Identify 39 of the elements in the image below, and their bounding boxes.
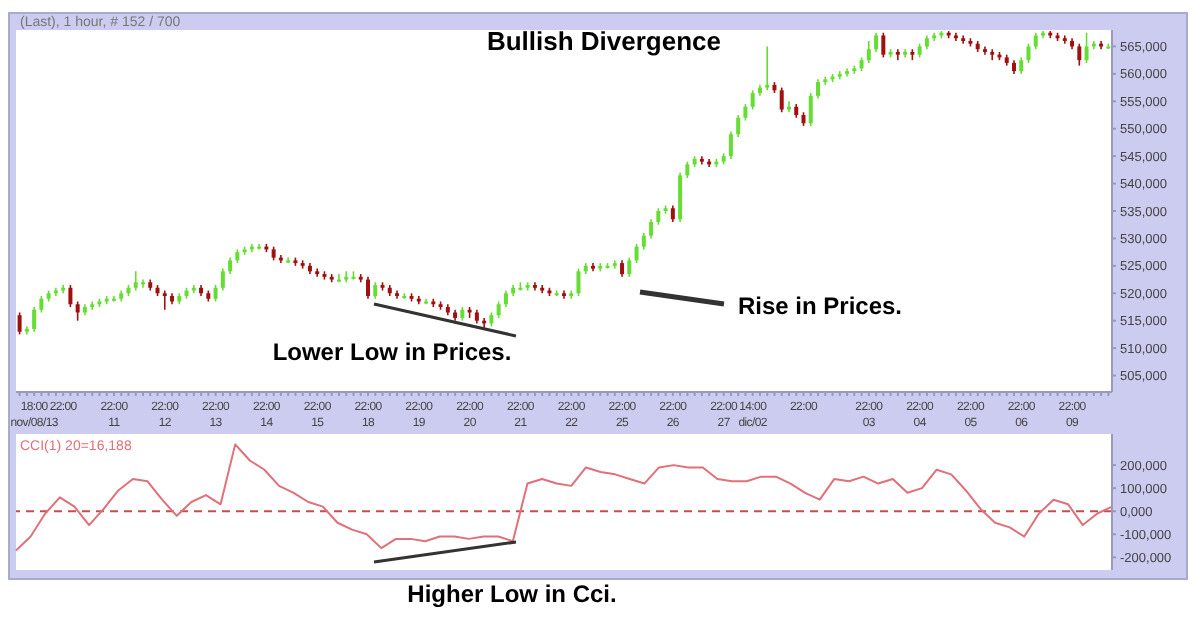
candlestick <box>881 31 886 59</box>
candlestick <box>140 278 145 289</box>
candlestick <box>576 267 581 297</box>
candlestick <box>779 86 784 114</box>
candlestick <box>32 306 37 333</box>
candlestick <box>678 171 683 223</box>
candlestick <box>627 256 632 278</box>
candlestick <box>1062 34 1067 45</box>
candlestick <box>365 276 370 300</box>
annotation: Rise in Prices. <box>737 292 903 320</box>
chart-title: Bullish Divergence <box>486 26 722 56</box>
candlestick <box>634 243 639 264</box>
candlestick <box>961 34 966 45</box>
candlestick <box>68 284 73 308</box>
line-series <box>15 443 1113 552</box>
candlestick <box>532 281 537 292</box>
candlestick <box>336 273 341 284</box>
candlestick <box>649 218 654 240</box>
annotation: Lower Low in Prices. <box>272 338 512 366</box>
candlestick <box>162 289 167 311</box>
candlestick <box>728 130 733 160</box>
text: Higher Low in Cci. <box>407 580 617 608</box>
candlestick <box>612 259 617 270</box>
candlestick <box>736 114 741 138</box>
candlestick <box>220 267 225 292</box>
candlestick <box>17 311 22 336</box>
candlestick <box>1026 42 1031 64</box>
candlestick <box>982 45 987 56</box>
candlestick <box>845 67 850 78</box>
candlestick <box>874 31 879 53</box>
candlestick <box>750 89 755 111</box>
candlestick <box>816 78 821 100</box>
candlestick <box>75 300 80 322</box>
candlestick <box>765 45 770 92</box>
candlestick <box>1084 31 1089 64</box>
candlestick <box>808 92 813 127</box>
candlestick <box>1077 42 1082 67</box>
candlestick <box>133 270 138 292</box>
candlestick <box>866 40 871 64</box>
